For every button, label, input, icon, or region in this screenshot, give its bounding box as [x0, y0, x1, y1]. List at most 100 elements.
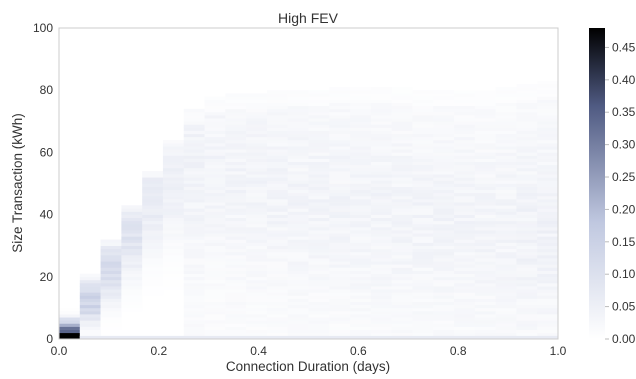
heatmap-cell — [183, 183, 205, 187]
heatmap-cell — [537, 143, 559, 147]
heatmap-cell — [516, 314, 538, 318]
heatmap-cell — [391, 320, 413, 324]
heatmap-cell — [412, 289, 434, 293]
heatmap-cell — [370, 146, 392, 150]
heatmap-cell — [495, 264, 517, 268]
heatmap-cell — [308, 211, 330, 215]
heatmap-cell — [246, 264, 268, 268]
heatmap-cell — [329, 220, 351, 225]
heatmap-cell — [454, 248, 476, 253]
heatmap-cell — [246, 158, 268, 163]
heatmap-cell — [537, 111, 559, 116]
heatmap-cell — [287, 161, 309, 166]
heatmap-cell — [350, 202, 372, 206]
heatmap-cell — [391, 301, 413, 306]
heatmap-cell — [183, 329, 205, 334]
heatmap-cell — [79, 298, 101, 302]
heatmap-cell — [121, 223, 143, 228]
heatmap-cell — [142, 264, 164, 268]
heatmap-cell — [537, 217, 559, 222]
heatmap-cell — [287, 292, 309, 296]
heatmap-cell — [287, 261, 309, 265]
heatmap-cell — [370, 245, 392, 250]
heatmap-cell — [516, 146, 538, 150]
heatmap-cell — [287, 307, 309, 312]
heatmap-cell — [329, 307, 351, 312]
heatmap-cell — [391, 245, 413, 250]
heatmap-cell — [454, 279, 476, 284]
heatmap-cell — [183, 283, 205, 287]
heatmap-cell — [537, 248, 559, 253]
heatmap-cell — [287, 311, 309, 315]
heatmap-cell — [350, 102, 372, 107]
heatmap-cell — [266, 183, 289, 187]
heatmap-cell — [204, 149, 226, 153]
heatmap-cell — [246, 177, 268, 181]
heatmap-cell — [329, 186, 351, 191]
heatmap-cell — [433, 105, 455, 110]
heatmap-cell — [474, 161, 496, 166]
heatmap-cell — [266, 230, 289, 234]
heatmap-cell — [433, 130, 455, 135]
heatmap-cell — [246, 320, 268, 324]
heatmap-cell — [183, 311, 205, 315]
heatmap-cell — [204, 304, 226, 309]
heatmap-cell — [433, 149, 455, 153]
heatmap-cell — [266, 317, 289, 321]
heatmap-cell — [370, 124, 392, 128]
heatmap-cell — [391, 90, 413, 94]
heatmap-cell — [246, 258, 268, 262]
heatmap-cell — [350, 251, 372, 256]
heatmap-cell — [266, 233, 289, 237]
heatmap-cell — [287, 136, 309, 141]
heatmap-column — [100, 239, 122, 330]
heatmap-cell — [308, 286, 330, 290]
heatmap-cell — [370, 99, 392, 103]
heatmap-cell — [246, 127, 268, 131]
heatmap-cell — [329, 311, 351, 315]
heatmap-cell — [204, 301, 226, 306]
heatmap-cell — [474, 199, 496, 203]
heatmap-cell — [183, 230, 205, 234]
heatmap-cell — [391, 195, 413, 200]
heatmap-cell — [308, 301, 330, 306]
heatmap-cell — [516, 245, 538, 250]
heatmap-cell — [350, 304, 372, 309]
heatmap-cell — [537, 146, 559, 150]
heatmap-cell — [100, 267, 122, 271]
heatmap-cell — [121, 267, 143, 271]
heatmap-cell — [433, 264, 455, 268]
heatmap-cell — [412, 183, 434, 187]
heatmap-cell — [121, 273, 143, 278]
heatmap-cell — [350, 301, 372, 306]
colorbar-tick-label: 0.05 — [612, 300, 636, 314]
heatmap-cell — [350, 245, 372, 250]
heatmap-cell — [183, 115, 205, 119]
heatmap-cell — [516, 323, 538, 327]
heatmap-cell — [225, 183, 247, 187]
heatmap-cell — [246, 223, 268, 228]
heatmap-cell — [350, 158, 372, 163]
heatmap-cell — [433, 183, 455, 187]
heatmap-cell — [204, 217, 226, 222]
heatmap-cell — [474, 255, 496, 259]
heatmap-cell — [433, 227, 455, 231]
heatmap-cell — [204, 158, 226, 163]
heatmap-cell — [433, 258, 455, 262]
heatmap-cell — [308, 133, 330, 138]
heatmap-cell — [183, 236, 205, 240]
heatmap-cell — [495, 220, 517, 225]
heatmap-cell — [225, 108, 247, 113]
heatmap-cell — [474, 251, 496, 256]
heatmap-cell — [329, 108, 351, 113]
heatmap-cell — [266, 270, 289, 274]
heatmap-cell — [516, 143, 538, 147]
heatmap-cell — [474, 143, 496, 147]
heatmap-cell — [495, 323, 517, 327]
heatmap-cell — [266, 251, 289, 256]
heatmap-cell — [370, 136, 392, 141]
heatmap-cell — [412, 279, 434, 284]
heatmap-cell — [246, 289, 268, 293]
heatmap-cell — [495, 208, 517, 212]
heatmap-cell — [495, 314, 517, 318]
